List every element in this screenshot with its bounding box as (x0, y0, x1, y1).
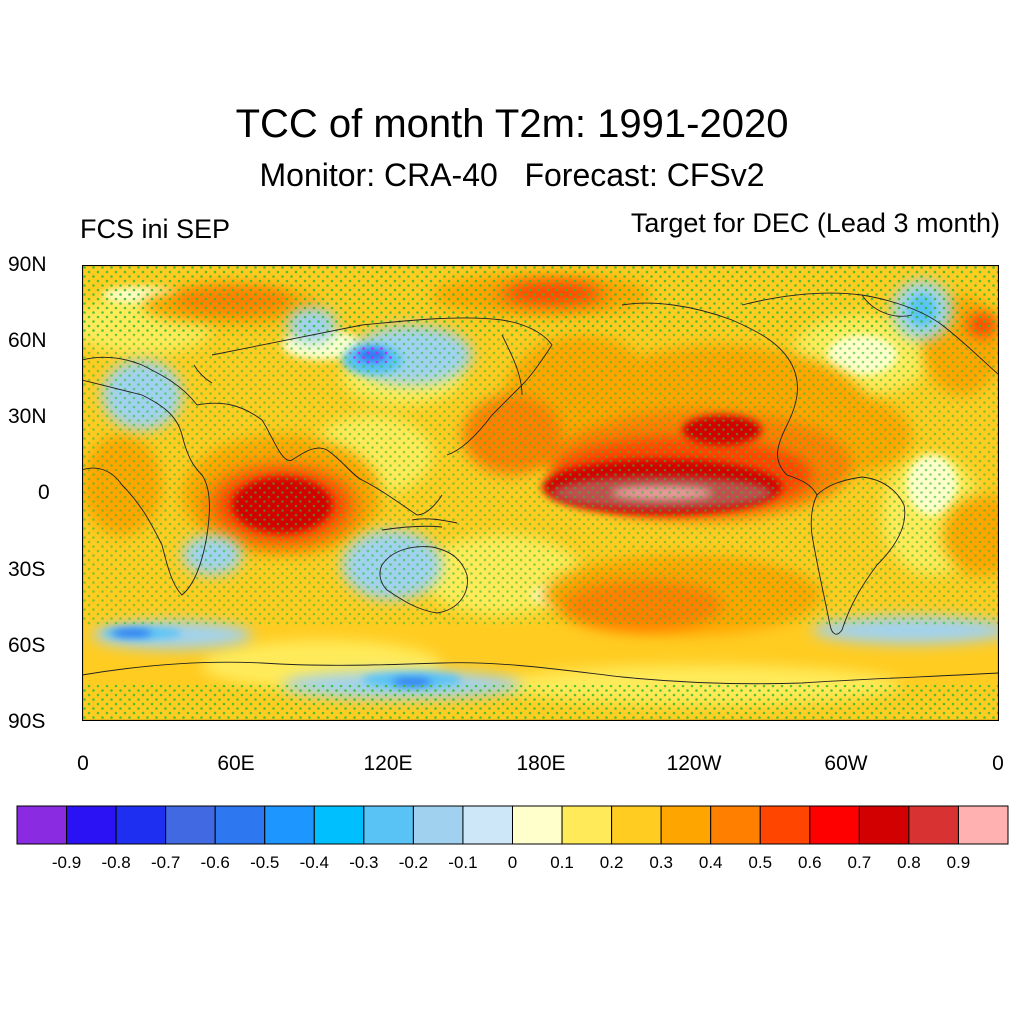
lat-label-30s: 30S (8, 558, 46, 581)
colorbar-tick-label: 0.1 (550, 853, 574, 872)
lon-label-0-right: 0 (992, 752, 1004, 775)
colorbar-swatch (115, 805, 167, 845)
colorbar-swatch (611, 805, 662, 845)
colorbar-swatch (561, 805, 613, 845)
lat-label-90n: 90N (8, 253, 47, 276)
colorbar-tick-label: -0.2 (398, 853, 429, 872)
colorbar-swatch (660, 805, 712, 845)
lon-label-0: 0 (77, 752, 89, 775)
colorbar-swatch (412, 805, 464, 845)
colorbar-tick-label: 0.4 (698, 853, 723, 872)
lon-label-120w: 120W (666, 752, 722, 775)
chart-title: TCC of month T2m: 1991-2020 (235, 102, 789, 146)
colorbar-swatch (858, 805, 910, 845)
colorbar-tick-label: 0.7 (847, 853, 872, 872)
colorbar-swatch (16, 805, 68, 845)
target-label: Target for DEC (Lead 3 month) (630, 208, 1000, 238)
lon-label-60e: 60E (217, 752, 255, 775)
colorbar-tick-label: -0.8 (101, 853, 131, 872)
lat-label-90s: 90S (8, 710, 46, 733)
colorbar-tick-label: -0.3 (349, 853, 379, 872)
colorbar-swatch (809, 805, 860, 845)
colorbar-swatch (264, 805, 315, 845)
colorbar (16, 805, 1009, 845)
colorbar-tick-label: -0.6 (200, 853, 230, 872)
colorbar-tick-label: -0.7 (150, 853, 181, 872)
lat-label-eq: 0 (38, 481, 50, 504)
colorbar-swatch (759, 805, 811, 845)
lon-label-180e: 180E (516, 752, 566, 775)
colorbar-swatch (710, 805, 761, 845)
map-frame (82, 265, 999, 721)
colorbar-swatch (165, 805, 216, 845)
colorbar-tick-label: 0.2 (599, 853, 624, 872)
colorbar-swatch (908, 805, 959, 845)
correlation-map (82, 265, 999, 721)
colorbar-tick-label: -0.9 (51, 853, 82, 872)
initialization-label: FCS ini SEP (80, 214, 231, 244)
lat-label-30n: 30N (8, 405, 47, 428)
lon-label-120e: 120E (363, 752, 413, 775)
colorbar-tick-label: 0 (507, 853, 518, 872)
colorbar-tick-label: 0.6 (797, 853, 822, 872)
colorbar-tick-label: 0.8 (897, 853, 921, 872)
colorbar-tick-label: 0.3 (649, 853, 673, 872)
colorbar-tick-label: -0.4 (299, 853, 329, 872)
colorbar-swatch (462, 805, 514, 845)
colorbar-tick-label: -0.1 (448, 853, 478, 872)
lat-label-60s: 60S (8, 634, 46, 657)
colorbar-swatch (214, 805, 266, 845)
colorbar-tick-label: -0.5 (250, 853, 280, 872)
lat-label-60n: 60N (8, 329, 47, 352)
colorbar-tick-label: 0.5 (748, 853, 773, 872)
colorbar-swatch (66, 805, 117, 845)
chart-subtitle: Monitor: CRA-40 Forecast: CFSv2 (259, 157, 765, 193)
colorbar-tick-label: 0.9 (946, 853, 971, 872)
colorbar-swatch (363, 805, 414, 845)
colorbar-swatch (957, 805, 1009, 845)
colorbar-swatch (512, 805, 563, 845)
coastlines (82, 292, 999, 685)
colorbar-swatch (313, 805, 365, 845)
lon-label-60w: 60W (824, 752, 868, 775)
